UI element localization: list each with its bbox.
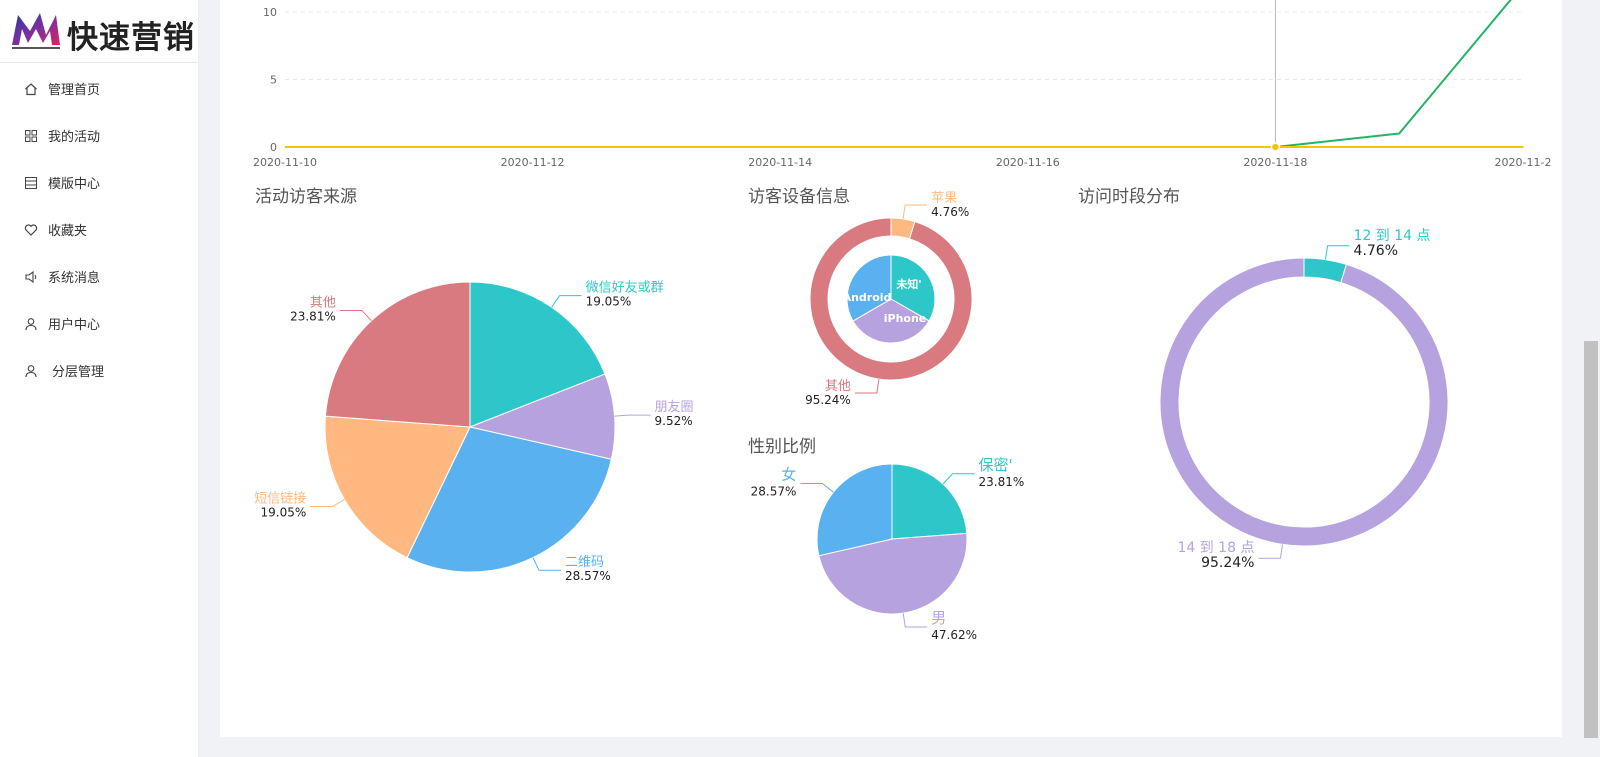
home-icon xyxy=(25,82,37,95)
slice-name-label: iPhone xyxy=(884,312,927,325)
slice-name-label: 苹果 xyxy=(931,191,957,206)
slice-value-label: 19.05% xyxy=(261,506,307,520)
data-point xyxy=(1270,142,1281,152)
slice-name-label: 二维码 xyxy=(565,555,604,570)
x-tick-label: 2020-11-10 xyxy=(253,156,317,169)
sidebar-item-label: 系统消息 xyxy=(48,271,101,286)
x-tick-label: 2020-11-16 xyxy=(996,156,1060,169)
slice-name-label: 朋友圈 xyxy=(655,399,694,415)
y-tick-label: 10 xyxy=(263,6,277,19)
sidebar-item-label: 管理首页 xyxy=(48,83,101,98)
slice-value-label: 47.62% xyxy=(931,628,977,642)
slice-name-label: 12 到 14 点 xyxy=(1354,228,1431,244)
x-tick-label: 2020-11-14 xyxy=(748,156,812,169)
pie-slice xyxy=(846,254,892,322)
sidebar-item-home[interactable]: 管理首页 xyxy=(0,65,199,112)
sidebar-item-layer-management[interactable]: 分层管理 xyxy=(0,347,199,394)
slice-name-label: 微信好友或群 xyxy=(586,280,664,296)
pie-slice xyxy=(1159,257,1449,547)
user-icon xyxy=(25,317,37,330)
sidebar-item-messages[interactable]: 系统消息 xyxy=(0,253,199,300)
sidebar-item-label: 分层管理 xyxy=(52,365,105,380)
brand-name: 快速营销 xyxy=(67,20,195,56)
slice-name-label: 男 xyxy=(931,609,946,627)
leader-line xyxy=(902,613,928,628)
pie-slice xyxy=(809,217,973,381)
sidebar-item-templates[interactable]: 模版中心 xyxy=(0,159,199,206)
pie-slice xyxy=(468,373,616,460)
y-tick-label: 0 xyxy=(270,141,277,154)
sidebar: 快速营销 管理首页 我的活动 模版中心 收藏夹 系统消息 用户中心 分层管理 xyxy=(0,0,199,757)
leader-line xyxy=(339,309,372,322)
slice-name-label: 14 到 18 点 xyxy=(1177,540,1254,556)
slice-value-label: 28.57% xyxy=(565,569,611,583)
slice-name-label: 保密' xyxy=(979,456,1013,474)
pie-slice xyxy=(324,281,471,428)
leader-line xyxy=(854,379,880,394)
chart-title: 访客设备信息 xyxy=(748,187,850,207)
slice-name-label: 女 xyxy=(781,466,796,484)
chart-title: 性别比例 xyxy=(748,437,816,457)
leader-line xyxy=(1258,544,1284,559)
visits-line-chart: 0 5 10 2020-11-10 2020-11-12 2020-11-14 2020-1… xyxy=(253,0,1551,169)
series-line xyxy=(285,0,1512,148)
slice-name-label: 短信链接 xyxy=(254,491,306,507)
slice-value-label: 19.05% xyxy=(586,295,632,309)
pie-slice xyxy=(406,426,612,573)
slice-value-label: 23.81% xyxy=(979,475,1025,489)
slice-value-label: 4.76% xyxy=(931,205,969,219)
slice-name-label: Android xyxy=(843,291,892,304)
x-tick-label: 2020-11-2 xyxy=(1495,156,1552,169)
sidebar-item-label: 收藏夹 xyxy=(48,224,88,239)
pie-slice xyxy=(852,298,930,344)
slice-value-label: 23.81% xyxy=(290,309,336,323)
pie-slice xyxy=(818,532,968,615)
leader-line xyxy=(532,557,562,571)
pie-slice xyxy=(1303,257,1348,284)
sidebar-item-label: 用户中心 xyxy=(48,318,101,333)
leader-line xyxy=(310,499,345,508)
sidebar-item-label: 模版中心 xyxy=(48,177,101,192)
leader-line xyxy=(551,295,582,308)
x-tick-label: 2020-11-18 xyxy=(1243,156,1307,169)
chart-title: 访问时段分布 xyxy=(1078,187,1180,207)
logo-mark-icon xyxy=(12,13,60,49)
scrollbar-thumb[interactable] xyxy=(1584,341,1598,738)
pie-slice xyxy=(816,463,893,557)
slice-value-label: 95.24% xyxy=(1201,555,1254,571)
chart-title: 活动访客来源 xyxy=(255,187,357,207)
pie-slice xyxy=(891,463,968,540)
y-tick-label: 5 xyxy=(270,74,277,87)
slice-name-label: 未知' xyxy=(895,277,921,291)
leader-line xyxy=(614,414,651,417)
pie-slice xyxy=(890,254,936,322)
heart-icon xyxy=(24,223,38,236)
template-icon xyxy=(25,176,37,189)
slice-value-label: 95.24% xyxy=(805,393,851,407)
slice-name-label: 其他 xyxy=(310,295,336,310)
time-distribution-pie: 访问时段分布 12 到 14 点4.76% 14 到 18 点95.24% xyxy=(1078,187,1449,571)
slice-value-label: 4.76% xyxy=(1354,243,1398,259)
grid-icon xyxy=(25,129,37,142)
x-tick-label: 2020-11-12 xyxy=(501,156,565,169)
speaker-icon xyxy=(25,270,37,283)
leader-line xyxy=(800,483,834,493)
slice-value-label: 9.52% xyxy=(655,414,693,428)
sidebar-item-user-center[interactable]: 用户中心 xyxy=(0,300,199,347)
sidebar-item-favorites[interactable]: 收藏夹 xyxy=(0,206,199,253)
leader-line xyxy=(902,204,928,219)
leader-line xyxy=(942,473,975,485)
sidebar-nav: 管理首页 我的活动 模版中心 收藏夹 系统消息 用户中心 分层管理 xyxy=(0,65,199,394)
leader-line xyxy=(1324,245,1350,260)
slice-value-label: 28.57% xyxy=(751,485,797,499)
brand-logo[interactable]: 快速营销 xyxy=(0,0,199,63)
slice-name-label: 其他 xyxy=(825,379,851,394)
sidebar-item-label: 我的活动 xyxy=(48,130,101,145)
user-icon xyxy=(25,364,37,377)
visitor-source-pie: 活动访客来源微信好友或群19.05%朋友圈9.52%二维码28.57%短信链接1… xyxy=(254,187,693,583)
sidebar-item-activities[interactable]: 我的活动 xyxy=(0,112,199,159)
